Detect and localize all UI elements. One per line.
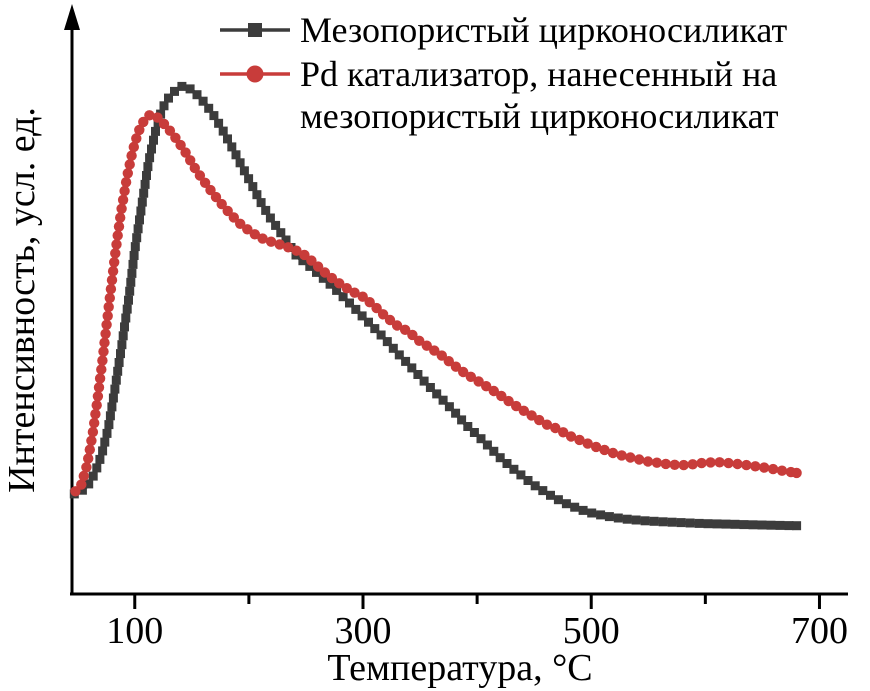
legend: Мезопористый цирконосиликат Pd катализат… <box>220 10 787 136</box>
x-tick-label: 700 <box>791 610 848 652</box>
x-axis-tick-labels: 100 300 500 700 <box>106 610 848 652</box>
x-axis-ticks <box>133 594 821 609</box>
legend-square-marker-icon <box>248 23 262 37</box>
legend-label-2-line-1: Pd катализатор, нанесенный на <box>300 54 777 94</box>
y-axis-title: Интенсивность, усл. ед. <box>1 107 43 493</box>
x-tick-label: 500 <box>563 610 620 652</box>
series-pd-catalyst <box>70 110 802 497</box>
legend-label-2-line-2: мезопористый цирконосиликат <box>300 96 779 136</box>
x-axis-title: Температура, °C <box>327 647 592 689</box>
legend-label-1: Мезопористый цирконосиликат <box>300 10 787 50</box>
legend-circle-marker-icon <box>246 65 264 83</box>
x-tick-label: 100 <box>106 610 163 652</box>
y-axis-arrow-icon <box>64 4 80 30</box>
x-tick-label: 300 <box>335 610 392 652</box>
